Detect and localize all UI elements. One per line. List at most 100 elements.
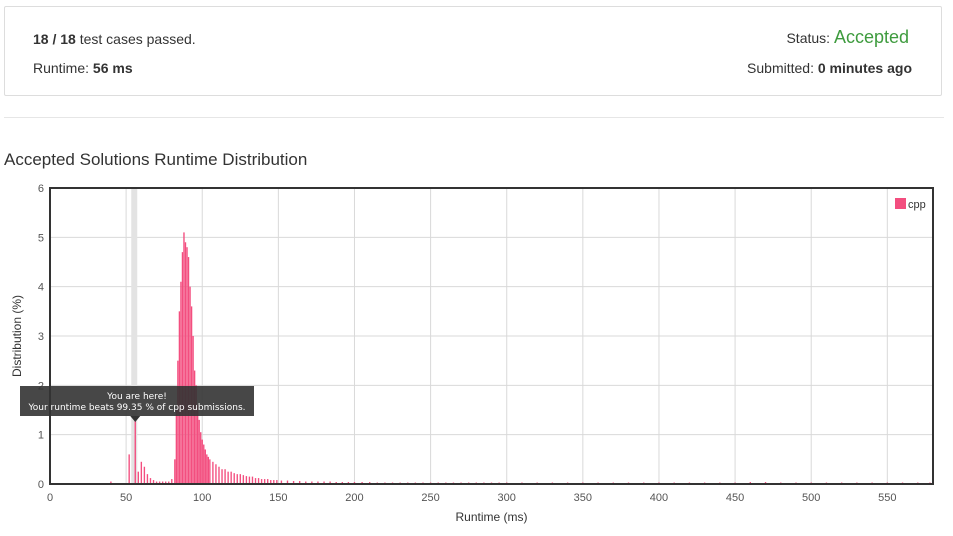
status-value[interactable]: Accepted [833,27,909,47]
bar [134,417,136,484]
bar [152,480,155,484]
x-tick-label: 400 [650,492,668,504]
tooltip-arrow [130,416,141,422]
legend[interactable]: cpp [895,198,926,211]
bar [292,481,295,484]
y-tick-label: 5 [38,232,44,244]
y-tick-label: 4 [38,282,44,294]
runtime-value: 56 ms [92,60,133,76]
x-axis-ticks: 0 50 100 150 200 250 300 350 400 450 500 550 [47,492,897,504]
bar [209,459,211,484]
bar [317,481,319,484]
bar [215,464,217,484]
x-tick-label: 150 [269,492,287,504]
runtime-tooltip: You are here! Your runtime beats 99.35 %… [20,386,254,422]
bar [193,370,196,484]
tooltip-line-1: You are here! [106,392,167,402]
bar [218,466,220,484]
bar [174,459,176,484]
bar [276,480,278,484]
bar [248,476,251,484]
bar [189,286,191,484]
bar [201,439,203,484]
bar [270,480,272,484]
bar [198,419,200,484]
bar [242,475,245,484]
x-tick-label: 50 [120,492,132,504]
bar [239,474,241,484]
passed-text: test cases passed. [75,31,196,47]
bar [323,481,325,484]
y-tick-label: 0 [38,479,44,491]
bar [204,449,206,484]
legend-swatch [895,198,906,209]
section-divider [4,117,944,118]
bar [230,471,232,484]
x-tick-label: 250 [421,492,439,504]
bar [180,281,182,484]
passed-count: 18 [33,31,49,47]
x-tick-label: 200 [345,492,363,504]
bar [137,471,139,484]
x-tick-label: 300 [498,492,516,504]
bar [165,481,167,484]
bar [168,481,170,484]
bar [305,481,307,484]
bar [181,252,184,484]
submitted-value: 0 minutes ago [817,60,912,76]
x-tick-label: 0 [47,492,53,504]
bar [263,479,266,484]
y-axis-ticks: 0123456 [38,183,44,491]
bar [158,481,161,484]
bar [212,461,214,484]
bar [298,481,301,484]
bar [236,474,238,484]
bar [267,479,269,484]
chart-title: Accepted Solutions Runtime Distribution [4,150,308,169]
runtime-label: Runtime: [33,60,93,76]
plot-frame [49,187,934,485]
bar [183,232,185,484]
total-count: 18 [60,31,76,47]
x-tick-label: 100 [193,492,211,504]
status-result: Status: Accepted [786,27,909,48]
bar [224,469,226,484]
test-cases-result: 18 / 18 test cases passed. [33,31,196,47]
bar [254,478,257,484]
x-tick-label: 450 [726,492,744,504]
legend-label: cpp [908,199,926,211]
tooltip-box [20,386,254,416]
bar [221,469,223,484]
bar [257,478,260,484]
bar [175,410,178,484]
bar [260,479,263,484]
status-label: Status: [786,30,834,46]
bar [233,473,235,484]
your-runtime-highlight [131,188,138,484]
y-axis-label: Distribution (%) [10,295,24,377]
bar [245,476,248,484]
bar [171,479,173,484]
x-tick-label: 500 [802,492,820,504]
bar [186,247,188,484]
bar [227,471,229,484]
bar [207,456,210,484]
bar [146,474,149,484]
bar [149,478,152,484]
y-tick-label: 1 [38,430,44,442]
bar [187,257,190,484]
bar [110,481,112,484]
bar [128,454,130,484]
bars [110,232,931,484]
bar [196,405,199,484]
bar [311,481,313,484]
bar [203,444,205,484]
tooltip-line-2: Your runtime beats 99.35 % of cpp submis… [27,403,245,413]
bar [184,242,187,484]
x-axis-label: Runtime (ms) [455,510,527,524]
bar [206,454,208,484]
count-separator: / [48,31,61,47]
y-tick-label: 6 [38,183,44,195]
bar [177,360,179,484]
